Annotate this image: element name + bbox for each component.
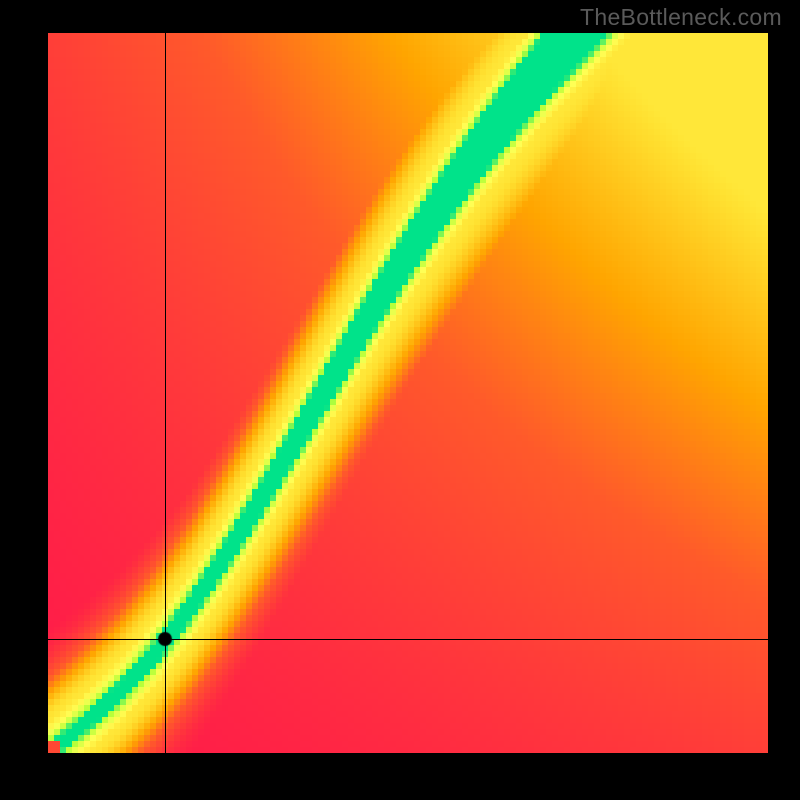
crosshair-horizontal bbox=[48, 639, 768, 640]
chart-frame: TheBottleneck.com bbox=[0, 0, 800, 800]
watermark-text: TheBottleneck.com bbox=[580, 4, 782, 31]
marker-dot bbox=[157, 631, 173, 647]
bottleneck-heatmap bbox=[48, 33, 768, 753]
